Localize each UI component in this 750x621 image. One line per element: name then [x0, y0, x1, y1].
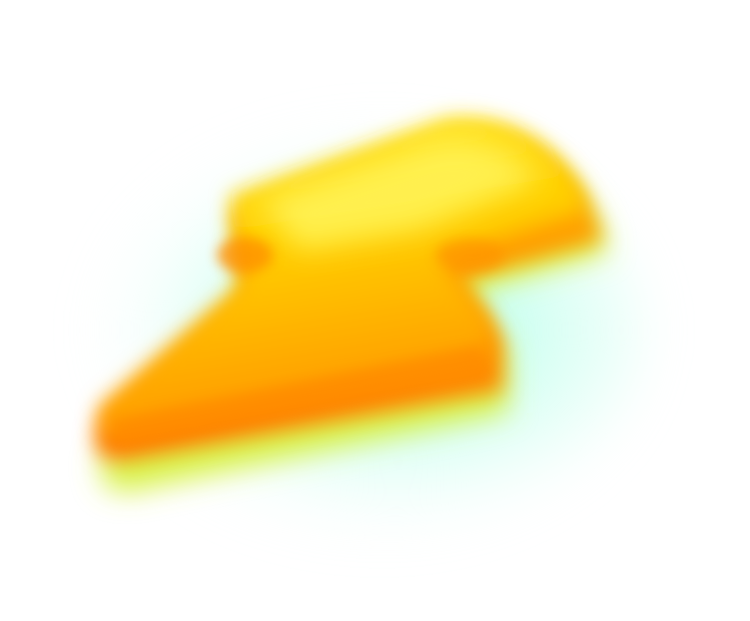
bolt-notch-right	[436, 239, 504, 271]
bolt-highlight	[260, 139, 540, 250]
bolt-lower-bevel	[110, 345, 490, 445]
bolt-notch-left	[217, 237, 273, 273]
